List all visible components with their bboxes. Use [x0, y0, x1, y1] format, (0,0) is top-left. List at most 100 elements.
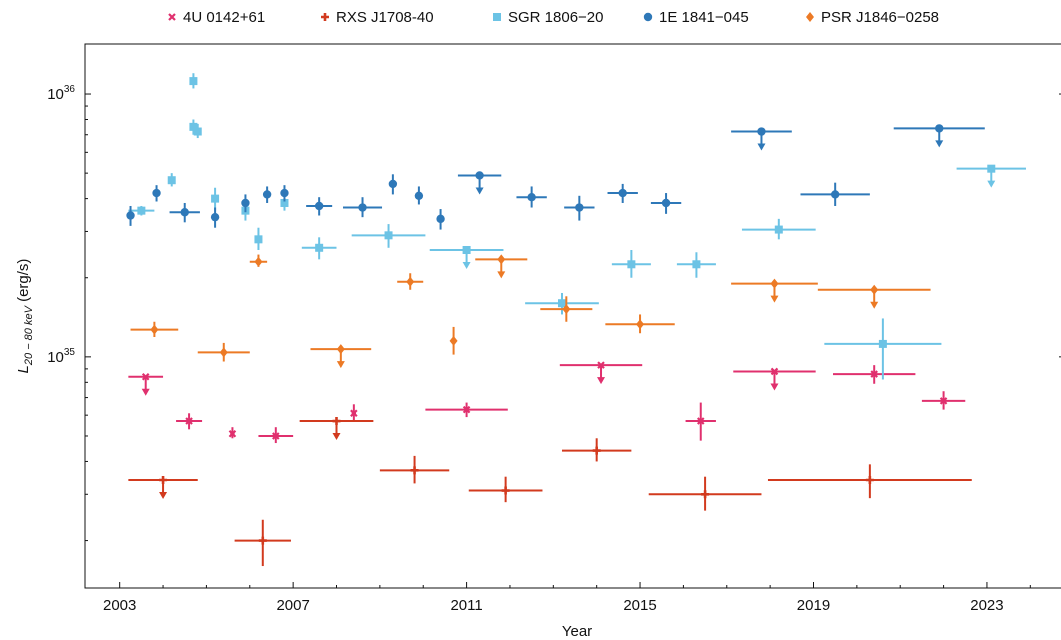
- marker: [475, 171, 484, 180]
- marker: [167, 176, 176, 185]
- data-point: [176, 413, 203, 430]
- marker: [987, 164, 996, 173]
- data-point: [449, 326, 458, 355]
- upper-limit-arrowhead: [757, 143, 766, 151]
- data-point: [169, 202, 200, 223]
- marker: [557, 299, 566, 308]
- data-point: [817, 284, 931, 309]
- data-point: [475, 254, 528, 279]
- marker: [210, 212, 220, 222]
- data-point: [262, 186, 272, 203]
- legend-item: 1E 1841−045: [643, 9, 749, 26]
- legend-item: RXS J1708-40: [321, 9, 434, 26]
- marker: [384, 231, 393, 240]
- marker: [636, 319, 645, 330]
- data-point: [128, 476, 198, 500]
- data-point: [301, 237, 337, 260]
- data-point: [436, 209, 445, 230]
- marker: [870, 284, 879, 295]
- data-point: [564, 195, 595, 221]
- marker: [336, 344, 345, 355]
- legend-label: PSR J1846−0258: [821, 9, 939, 26]
- data-point: [280, 185, 289, 202]
- x-tick-label: 2011: [450, 597, 482, 614]
- marker: [774, 225, 783, 234]
- legend: 4U 0142+61 RXS J1708-40 SGR 1806−20 1E 1841…: [168, 9, 939, 26]
- legend-label: RXS J1708-40: [336, 9, 434, 26]
- data-point: [193, 123, 202, 139]
- data-point: [559, 361, 643, 385]
- marker: [501, 486, 510, 495]
- marker: [661, 198, 671, 208]
- x-tick-label: 2007: [276, 597, 309, 614]
- upper-limit-arrowhead: [870, 301, 879, 309]
- marker: [865, 476, 874, 485]
- marker: [562, 304, 571, 315]
- data-point: [128, 205, 155, 216]
- data-point: [561, 438, 632, 462]
- marker: [436, 214, 445, 224]
- plot-frame: [84, 43, 1061, 589]
- data-point: [167, 173, 176, 187]
- data-point: [258, 427, 294, 444]
- marker: [254, 256, 263, 267]
- data-point: [343, 197, 383, 218]
- data-point: [299, 417, 374, 441]
- data-point: [189, 73, 198, 89]
- y-tick-label: 1035: [47, 347, 75, 366]
- legend-item: SGR 1806−20: [493, 9, 604, 26]
- data-point: [648, 476, 762, 511]
- marker: [449, 335, 458, 346]
- marker: [272, 432, 280, 440]
- marker: [150, 324, 159, 335]
- marker: [219, 347, 228, 358]
- marker: [410, 466, 419, 475]
- x-tick-label: 2023: [970, 597, 1003, 614]
- data-point: [310, 344, 372, 369]
- marker: [280, 188, 289, 198]
- marker: [228, 429, 237, 438]
- marker: [414, 191, 424, 200]
- marker: [137, 206, 146, 215]
- marker: [592, 446, 601, 455]
- marker: [830, 190, 840, 199]
- data-point: [241, 194, 250, 213]
- y-tick-label: 1036: [47, 84, 75, 103]
- x-axis-title: Year: [562, 623, 592, 640]
- data-point: [468, 476, 543, 503]
- data-point: [800, 182, 870, 206]
- marker: [350, 409, 358, 418]
- marker: [314, 201, 324, 211]
- marker: [770, 278, 779, 289]
- marker: [462, 246, 471, 255]
- marker: [597, 361, 605, 369]
- marker: [211, 194, 220, 203]
- marker: [180, 208, 189, 217]
- data-point: [650, 193, 682, 214]
- data-point: [525, 292, 599, 315]
- x-tick-label: 2015: [623, 597, 656, 614]
- upper-limit-arrowhead: [475, 187, 484, 195]
- upper-limit-arrowhead: [336, 361, 345, 369]
- data-point: [676, 252, 716, 278]
- legend-marker: [321, 13, 329, 21]
- marker: [406, 276, 415, 287]
- marker: [159, 476, 168, 485]
- data-point: [189, 119, 198, 135]
- data-point: [210, 207, 220, 228]
- upper-limit-arrowhead: [462, 262, 471, 270]
- data-point: [126, 205, 135, 226]
- marker: [280, 198, 289, 207]
- legend-label: SGR 1806−20: [508, 9, 604, 26]
- data-point: [731, 278, 818, 303]
- marker: [696, 417, 705, 425]
- data-point: [605, 314, 675, 334]
- marker: [627, 260, 636, 269]
- data-point: [211, 187, 220, 211]
- marker: [701, 490, 710, 499]
- marker: [358, 203, 367, 212]
- data-point: [429, 246, 504, 270]
- marker: [575, 203, 584, 212]
- upper-limit-arrowhead: [935, 140, 944, 148]
